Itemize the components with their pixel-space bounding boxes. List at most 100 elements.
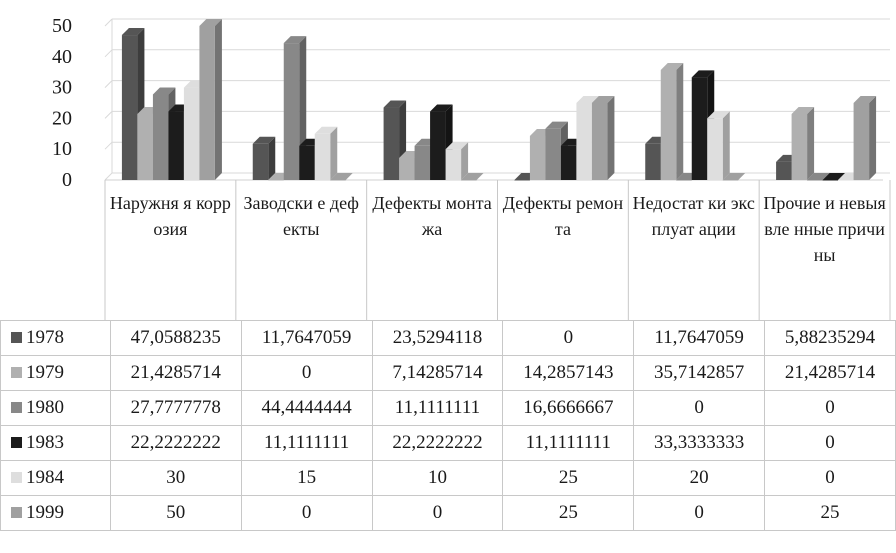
data-label: 27,7777778 [109,390,242,426]
bar-1983-3-top [430,104,453,112]
data-label: 0 [502,320,635,356]
data-label: 30 [109,460,242,496]
gridline-depth [104,111,113,119]
data-label: 23,5294118 [371,320,504,356]
bar-1984-6 [838,180,854,181]
legend-swatch [11,507,22,518]
data-table-row: 1999 50 0 0 25 0 25 [0,495,896,531]
bar-1978-4 [514,180,530,181]
legend-swatch [11,367,22,378]
bar-1999-6 [853,103,870,180]
legend-key: 1983 [0,425,111,461]
data-table: 1978 47,0588235 11,7647059 23,5294118 0 11,76… [0,320,896,531]
category-label: Недостат ки эксплуат ации [632,193,755,239]
bar-1984-1 [183,87,200,180]
bar-1979-5-side [676,63,684,180]
series-name: 1979 [26,362,64,383]
bar-1984-3-top [445,142,469,150]
bar-1979-6-top [791,107,815,114]
bar-1980-2 [283,43,300,180]
bar-1978-3 [383,107,400,180]
gridline-depth [104,18,113,27]
bar-1979-5 [660,70,677,180]
y-tick-label: 20 [52,107,72,129]
data-label: 20 [633,460,766,496]
bar-1983-1 [168,111,184,180]
data-label: 0 [240,355,373,391]
data-label: 11,7647059 [240,320,373,356]
data-label: 5,88235294 [764,320,896,356]
bar-1978-2-top [252,136,276,144]
bar-1984-4-top [576,96,599,103]
data-label: 10 [371,460,504,496]
category-label: Прочие и невыявле нные причины [763,193,886,265]
legend-key: 1984 [0,460,111,496]
y-tick-label: 40 [52,46,72,68]
bar-1984-5 [707,118,723,180]
bar-1999-4-top [591,96,615,103]
category-label: Заводски е дефекты [243,193,359,239]
bar-1979-3 [399,158,415,180]
bar-1978-2-side [268,136,276,180]
bar-1979-5-top [660,63,684,70]
data-label: 0 [633,495,766,531]
bar-1984-4 [576,103,592,180]
data-label: 44,4444444 [240,390,373,426]
category-label: Дефекты ремонта [502,193,624,239]
data-label: 22,2222222 [371,425,504,461]
data-label: 25 [502,460,635,496]
bar-1978-6 [776,161,792,180]
data-table-row: 1984 30 15 10 25 20 0 [0,460,896,496]
series-name: 1999 [26,502,64,523]
bar-1999-3-top [461,173,484,180]
gridline-depth [104,49,113,58]
data-label: 21,4285714 [764,355,896,391]
data-label: 14,2857143 [502,355,635,391]
bar-1980-6 [807,180,823,181]
y-tick-label: 10 [52,138,72,160]
bar-1980-1 [152,94,169,180]
bar-1983-5-top [691,70,715,78]
category-label: Дефекты монтажа [372,193,492,239]
bar-1999-4-side [607,96,615,180]
bar-1984-2 [314,133,331,180]
data-label: 0 [240,495,373,531]
data-label: 0 [764,460,896,496]
data-label: 16,6666667 [502,390,635,426]
bar-1980-1-top [152,87,176,95]
bar-1978-3-top [383,100,407,108]
bar-1979-6 [791,114,808,180]
category-label: Наружня я коррозия [109,193,231,239]
bar-1983-6 [822,180,839,181]
data-label: 0 [764,425,896,461]
data-label: 0 [371,495,504,531]
data-label: 11,1111111 [240,425,373,461]
series-name: 1978 [26,327,64,348]
legend-swatch [11,437,22,448]
bar-1999-6-top [853,96,877,103]
legend-key: 1980 [0,390,111,426]
bar-1999-2-top [330,173,353,180]
bar-1983-2 [299,145,315,180]
bar-1978-5 [645,143,661,180]
data-label: 0 [764,390,896,426]
bar-1980-2-top [283,36,307,44]
gridline-depth [104,172,113,181]
data-label: 35,7142857 [633,355,766,391]
data-table-row: 1979 21,4285714 0 7,14285714 14,2857143 35,71… [0,355,896,391]
series-name: 1980 [26,397,64,418]
data-label: 11,1111111 [502,425,635,461]
data-label: 25 [764,495,896,531]
bar-1983-6-top [822,173,846,180]
bar-1978-1 [121,35,138,180]
bar-1979-6-side [807,107,815,180]
data-label: 15 [240,460,373,496]
gridline-depth [104,80,113,88]
bar-1984-2-top [314,126,338,134]
bar-1979-4 [529,136,546,180]
data-table-row: 1983 22,2222222 11,1111111 22,2222222 11,111… [0,425,896,461]
bar-1979-2 [268,180,284,181]
data-label: 11,7647059 [633,320,766,356]
data-label: 47,0588235 [109,320,242,356]
bar-1999-5 [722,180,739,181]
